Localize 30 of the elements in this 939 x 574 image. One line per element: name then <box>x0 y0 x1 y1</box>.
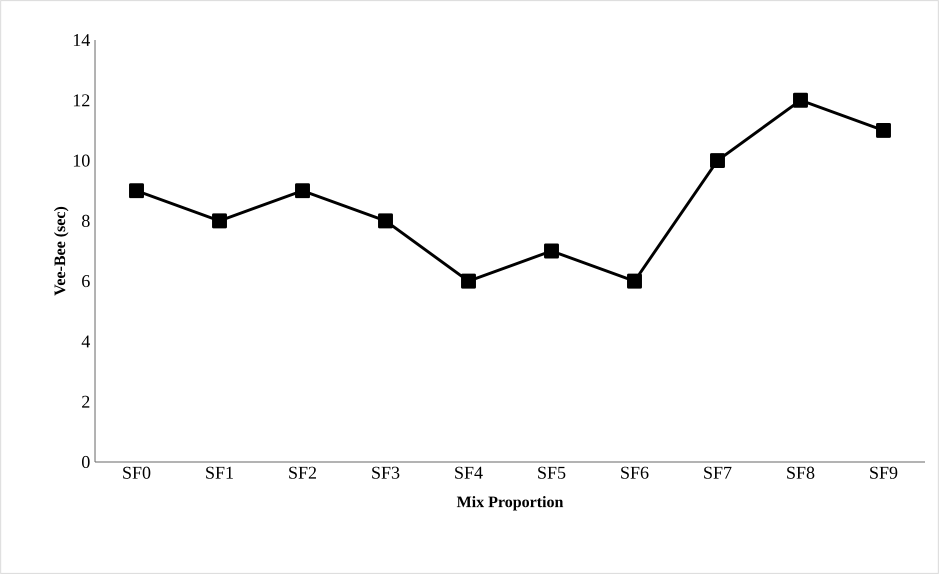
x-tick-label: SF5 <box>538 466 566 479</box>
point <box>295 183 310 198</box>
y-tick-label: 0 <box>82 456 90 468</box>
x-axis-title: Mix Proportion <box>456 496 564 511</box>
x-tick-label: SF9 <box>870 466 898 479</box>
y-tick-label: 8 <box>82 214 90 227</box>
y-tick-label: 14 <box>74 34 90 46</box>
x-tick-label: SF8 <box>787 466 814 479</box>
point <box>710 153 725 168</box>
point <box>627 274 642 289</box>
point <box>461 274 476 289</box>
y-tick-label: 12 <box>74 94 90 106</box>
x-tick-label: SF7 <box>704 466 732 479</box>
x-tick-label: SF0 <box>123 466 150 479</box>
x-tick-label: SF4 <box>455 466 483 479</box>
point <box>793 92 808 108</box>
x-tick-label: SF1 <box>206 466 233 479</box>
x-tick-label: SF3 <box>372 466 400 479</box>
point <box>378 213 393 228</box>
y-tick-label: 4 <box>82 335 90 348</box>
y-axis-title: Vee-Bee (sec) <box>54 206 68 296</box>
y-tick-label: 6 <box>82 275 90 288</box>
point <box>129 183 144 198</box>
y-tick-label: 10 <box>74 154 90 167</box>
x-tick-label: SF2 <box>289 466 316 479</box>
point <box>544 244 559 258</box>
x-tick-label: SF6 <box>621 466 648 479</box>
point <box>212 213 227 228</box>
y-tick-label: 2 <box>82 396 90 408</box>
point <box>876 122 891 138</box>
